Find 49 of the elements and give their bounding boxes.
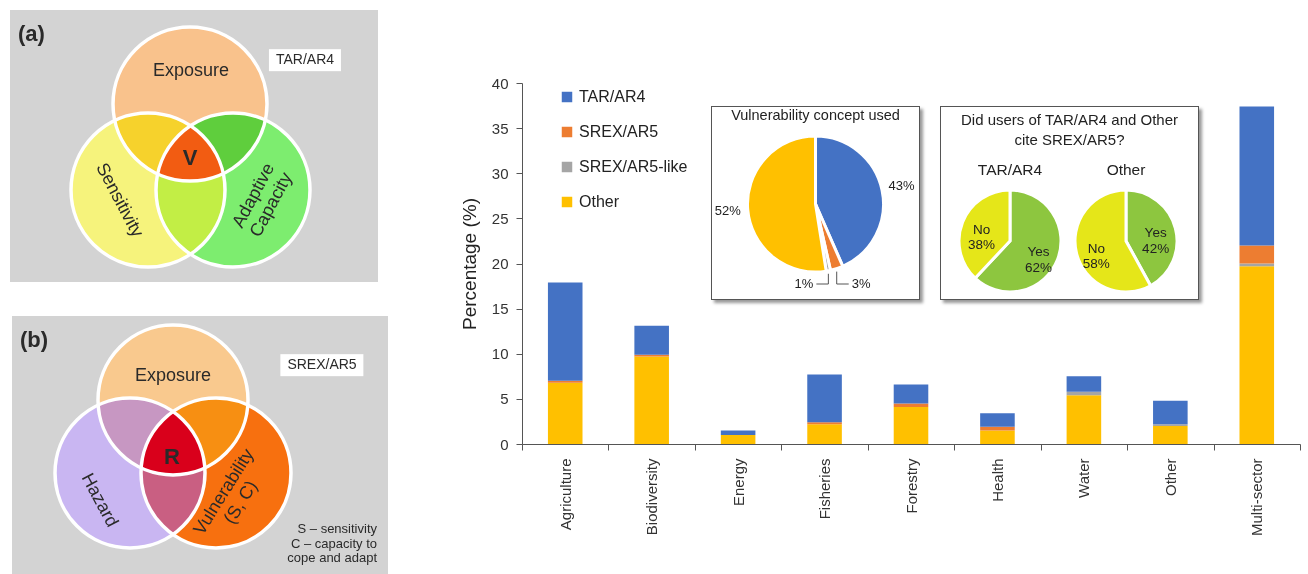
x-tick-label: Health [988,458,1006,502]
slice-label: Yes [1144,225,1167,241]
x-tick-label: Energy [729,458,747,507]
y-tick-label: 30 [491,164,509,182]
text: S – sensitivity [296,521,377,537]
text: Did users of TAR/AR4 and Other cite SREX/AR5? [959,110,1179,150]
x-tick-label: Agriculture [556,458,574,531]
text: Exposure [152,59,230,81]
data-label: 3% [851,276,871,291]
y-tick-label: 20 [491,255,509,272]
y-tick-label: 10 [491,345,509,363]
y-tick-label: 15 [491,300,509,318]
legend-label: TAR/AR4 [579,88,646,105]
data-label: 1% [794,276,814,291]
x-tick-label: Water [1075,458,1093,498]
legend-label: SREX/AR5-like [579,158,688,175]
y-tick-label: 25 [491,209,509,227]
y-axis-title: Percentage (%) [458,197,480,331]
data-label: 52% [714,202,742,218]
y-tick-label: 0 [500,435,509,453]
data-label: 42% [1142,240,1170,256]
text: R [164,443,180,470]
x-tick-label: Fisheries [816,458,834,520]
data-label: 62% [1024,259,1052,275]
text: (b) [20,327,49,353]
chart-title: Other [1106,160,1146,178]
text: TAR/AR4 [268,49,342,71]
text: Exposure [134,364,212,386]
x-tick-label: Other [1161,458,1179,497]
data-label: 58% [1082,256,1110,272]
x-tick-label: Biodiversity [643,458,661,536]
y-tick-label: 35 [491,119,509,137]
x-tick-label: Multi-sector [1248,458,1266,537]
text: (a) [18,21,45,47]
y-tick-label: 5 [500,390,509,408]
text: SREX/AR5 [280,354,364,376]
chart-title: Vulnerability concept used [731,106,900,123]
slice-label: No [1087,240,1105,256]
x-tick-label: Forestry [902,458,920,514]
data-label: 43% [888,177,916,193]
slice-label: Yes [1027,244,1050,260]
legend-label: SREX/AR5 [579,123,659,140]
y-tick-label: 40 [491,74,509,92]
data-label: 38% [968,237,996,253]
legend-label: Other [579,193,620,210]
slice-label: No [972,221,991,237]
text: C – capacity to cope and adapt [286,535,377,567]
text: V [182,144,198,171]
chart-title: TAR/AR4 [977,160,1043,178]
